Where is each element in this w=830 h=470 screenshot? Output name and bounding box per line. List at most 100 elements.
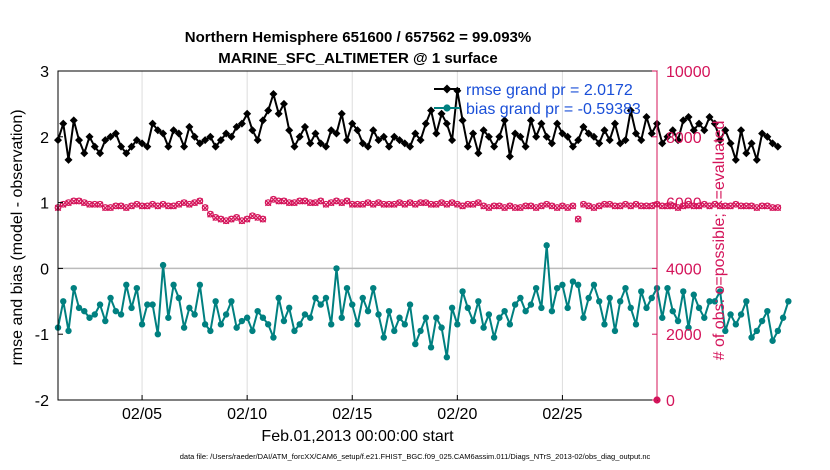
rmse-point-121: [689, 126, 698, 135]
rmse-point-122: [695, 119, 704, 128]
rmse-point-131: [742, 149, 751, 158]
nused-point-43: [280, 198, 288, 205]
nused-point-66: [401, 201, 409, 208]
bias-point-90: [527, 301, 535, 308]
axes: 02/05 02/10 02/15 02/20 02/25 -2 -1 0 1 2 3 0 2000 40…: [35, 64, 711, 423]
rmse-point-67: [406, 142, 415, 151]
nused-point-111: [637, 202, 645, 210]
nused-point-82: [485, 204, 493, 212]
nused-point-94: [548, 202, 556, 210]
plot-frame: [57, 70, 658, 401]
bias-point-46: [296, 321, 303, 328]
bias-point-56: [349, 301, 356, 308]
rmse-point-62: [379, 132, 388, 141]
nused-point-116: [664, 202, 671, 210]
rmse-point-68: [411, 129, 420, 138]
rmse-point-7: [90, 142, 99, 151]
rmse-point-45: [290, 142, 299, 151]
nused-point-32: [222, 217, 230, 225]
bias-point-101: [585, 294, 592, 302]
nused-point-47: [301, 198, 309, 205]
bias-point-100: [580, 314, 587, 321]
rmse-point-135: [763, 132, 772, 141]
rmse-point-69: [416, 136, 425, 145]
rmse-point-11: [111, 129, 120, 138]
bias-point-138: [779, 314, 787, 321]
rmse-point-74: [442, 119, 451, 128]
x-tick-label-0: 02/05: [122, 406, 162, 423]
series-layer: [54, 86, 792, 404]
nused-point-51: [322, 201, 330, 208]
rmse-point-77: [458, 116, 467, 125]
nused-point-85: [501, 204, 508, 212]
bias-point-58: [359, 294, 366, 302]
nused-point-48: [306, 199, 314, 207]
nused-point-88: [517, 204, 524, 212]
nused-point-77: [459, 202, 466, 210]
rmse-point-116: [663, 132, 672, 141]
bias-point-102: [590, 281, 598, 289]
rmse-point-81: [479, 126, 488, 135]
nused-point-123: [701, 201, 708, 208]
nused-point-76: [454, 201, 461, 208]
bias-point-69: [417, 327, 424, 335]
rmse-point-72: [432, 129, 441, 138]
nused-point-137: [774, 204, 782, 212]
bias-point-66: [401, 321, 408, 328]
bias-point-137: [774, 327, 782, 335]
bias-point-104: [601, 321, 608, 328]
bias-point-105: [606, 294, 613, 302]
bias-point-118: [674, 317, 682, 325]
rmse-point-113: [647, 129, 656, 138]
bias-point-16: [138, 321, 146, 328]
nused-point-37: [249, 212, 256, 220]
nused-point-38: [254, 214, 261, 221]
nused-point-73: [438, 199, 445, 207]
bias-point-39: [259, 314, 267, 321]
bias-point-115: [659, 314, 666, 321]
legend-label-bias: bias grand pr = -0.59383: [466, 101, 641, 118]
nused-point-106: [611, 202, 619, 210]
y-tick-label-4: 2: [40, 130, 49, 147]
nposs-point-8: [96, 200, 104, 208]
rmse-point-52: [327, 126, 336, 135]
nused-point-56: [348, 201, 356, 208]
x-tick-label-1: 02/10: [227, 406, 267, 423]
nused-point-41: [270, 196, 277, 203]
nused-point-15: [133, 201, 141, 208]
nused-point-78: [464, 201, 472, 208]
nused-point-6: [86, 201, 93, 208]
nused-point-18: [149, 201, 156, 208]
rmse-point-128: [726, 139, 735, 148]
bias-point-103: [596, 298, 603, 305]
rmse-point-95: [553, 119, 562, 128]
nused-point-17: [144, 202, 151, 210]
rmse-point-99: [574, 136, 583, 145]
bias-point-4: [75, 304, 83, 312]
bias-point-74: [443, 354, 451, 361]
nposs-point-137: [774, 204, 782, 211]
bias-point-60: [370, 284, 377, 292]
bias-point-111: [638, 288, 645, 295]
bias-point-38: [254, 307, 261, 315]
bias-point-31: [217, 321, 225, 328]
nused-point-95: [553, 204, 561, 212]
rmse-point-63: [385, 142, 394, 151]
nused-point-92: [538, 202, 545, 210]
rmse-point-53: [332, 129, 341, 138]
nused-point-3: [70, 198, 78, 205]
rmse-point-58: [358, 139, 367, 148]
y-tick-label-0: -2: [35, 393, 49, 410]
nused-point-98: [569, 202, 577, 210]
bias-point-14: [128, 304, 135, 312]
bias-point-106: [611, 327, 619, 335]
rmse-point-107: [616, 139, 625, 148]
nposs-point-29: [206, 210, 214, 218]
nused-point-19: [154, 202, 162, 210]
rmse-point-20: [159, 129, 168, 138]
rmse-point-96: [558, 129, 567, 138]
rmse-point-124: [705, 113, 714, 122]
nused-point-84: [496, 202, 503, 210]
bias-point-132: [748, 334, 755, 341]
bias-point-35: [238, 317, 246, 325]
